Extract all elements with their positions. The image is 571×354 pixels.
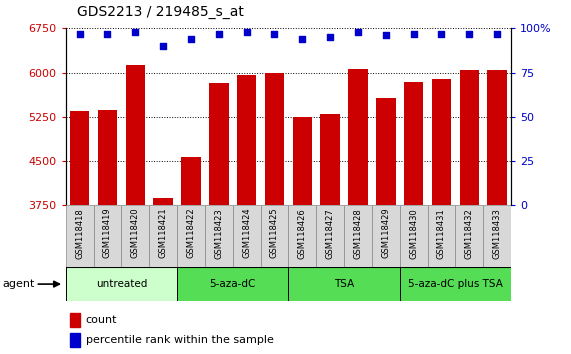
Text: GSM118425: GSM118425 [270,208,279,258]
Text: 5-aza-dC: 5-aza-dC [210,279,256,289]
Bar [70,313,80,327]
Text: TSA: TSA [334,279,354,289]
Text: GSM118427: GSM118427 [325,208,335,258]
Bar [404,82,423,354]
Bar [149,205,177,267]
Bar [376,98,396,354]
Bar [288,205,316,267]
Text: count: count [86,315,117,325]
Bar [66,205,94,267]
Point [186,36,195,42]
Point [159,43,168,49]
Point [75,31,84,36]
Point [325,34,335,40]
Point [381,33,391,38]
Text: GSM118421: GSM118421 [159,208,168,258]
Text: untreated: untreated [96,279,147,289]
Text: GSM118432: GSM118432 [465,208,474,258]
Bar [94,205,122,267]
Bar [66,267,177,301]
Point [103,31,112,36]
Text: GSM118426: GSM118426 [297,208,307,258]
Point [409,31,418,36]
Text: 5-aza-dC plus TSA: 5-aza-dC plus TSA [408,279,503,289]
Point [437,31,446,36]
Point [353,29,363,35]
Text: GSM118419: GSM118419 [103,208,112,258]
Text: GSM118418: GSM118418 [75,208,84,258]
Bar [288,267,400,301]
Bar [456,205,483,267]
Bar [237,75,256,354]
Text: GSM118420: GSM118420 [131,208,140,258]
Bar [98,110,117,354]
Text: GSM118429: GSM118429 [381,208,391,258]
Bar [348,69,368,354]
Bar [460,70,479,354]
Point [493,31,502,36]
Bar [316,205,344,267]
Text: GDS2213 / 219485_s_at: GDS2213 / 219485_s_at [77,5,244,19]
Point [242,29,251,35]
Bar [209,82,228,354]
Bar [265,73,284,354]
Bar [154,198,173,354]
Text: GSM118431: GSM118431 [437,208,446,258]
Bar [122,205,149,267]
Bar [400,267,511,301]
Bar [320,114,340,354]
Bar [205,205,233,267]
Bar [428,205,456,267]
Bar [177,267,288,301]
Text: GSM118423: GSM118423 [214,208,223,258]
Text: GSM118428: GSM118428 [353,208,363,258]
Bar [177,205,205,267]
Text: percentile rank within the sample: percentile rank within the sample [86,335,274,345]
Text: agent: agent [3,279,35,289]
Bar [70,111,89,354]
Bar [488,70,507,354]
Point [214,31,223,36]
Bar [233,205,260,267]
Text: GSM118424: GSM118424 [242,208,251,258]
Point [465,31,474,36]
Point [131,29,140,35]
Text: GSM118430: GSM118430 [409,208,418,258]
Point [297,36,307,42]
Bar [292,117,312,354]
Bar [344,205,372,267]
Bar [181,157,200,354]
Bar [372,205,400,267]
Bar [126,65,145,354]
Bar [70,333,80,347]
Bar [483,205,511,267]
Bar [432,79,451,354]
Bar [260,205,288,267]
Bar [400,205,428,267]
Point [270,31,279,36]
Text: GSM118422: GSM118422 [186,208,195,258]
Text: GSM118433: GSM118433 [493,208,502,259]
